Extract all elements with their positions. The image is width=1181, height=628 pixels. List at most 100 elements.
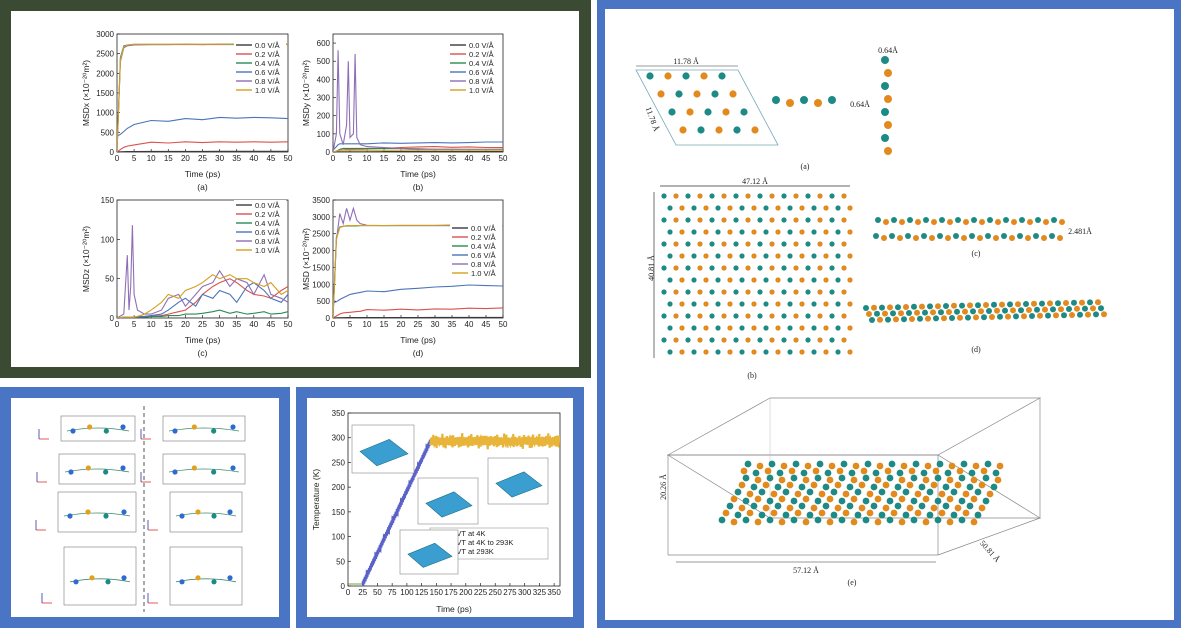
box-atom — [898, 476, 906, 484]
box-atom — [730, 518, 738, 526]
x-tick-label: 100 — [400, 588, 414, 597]
box-atom — [718, 516, 726, 524]
lattice-atom — [673, 193, 679, 199]
lattice-atom — [745, 193, 751, 199]
y-tick-label: 100 — [332, 533, 346, 542]
box-atom — [822, 483, 830, 491]
lattice-atom — [691, 325, 697, 331]
box-atom — [818, 490, 826, 498]
plot-frame — [347, 412, 561, 587]
box-atom — [850, 518, 858, 526]
bilayer-atom — [881, 235, 887, 241]
slab-atom — [877, 316, 883, 323]
trajectory-atom — [103, 469, 109, 475]
box-atom — [786, 504, 794, 512]
trajectory-path — [66, 427, 130, 432]
lattice-atom — [757, 265, 763, 271]
lattice-atom — [781, 313, 787, 319]
slab-atom — [1063, 300, 1069, 306]
bilayer-atom — [1041, 235, 1047, 241]
y-axis-label: Temperature (K) — [311, 469, 321, 531]
lattice-atom — [727, 205, 733, 211]
lattice-atom — [841, 217, 847, 223]
slab-atom — [1090, 305, 1096, 312]
y-tick-label: 500 — [101, 128, 115, 137]
box-atom — [874, 495, 882, 503]
box-atom — [876, 462, 884, 470]
trajectory-box — [60, 415, 136, 442]
lattice-atom — [817, 337, 823, 343]
trajectory-atom — [172, 469, 178, 475]
slab-atom — [1082, 305, 1088, 312]
slab-atom — [1007, 301, 1013, 308]
box-atom — [766, 497, 774, 505]
atom — [733, 126, 741, 134]
chart-caption: (d) — [413, 348, 424, 358]
box-atom — [958, 516, 966, 524]
legend-entry: 0.0 V/Å — [255, 41, 280, 50]
bilayer-atom — [897, 235, 903, 241]
x-tick-label: 15 — [380, 320, 389, 329]
lattice-atom — [721, 217, 727, 223]
box-atom — [850, 495, 858, 503]
lattice-atom — [763, 253, 769, 259]
lattice-atom — [703, 277, 709, 283]
slab-atom — [951, 302, 957, 309]
trajectory-atom — [230, 465, 236, 471]
atom — [814, 99, 822, 107]
bilayer-atom — [969, 233, 975, 239]
box-atom — [882, 481, 890, 489]
chart-caption: (c) — [198, 348, 208, 358]
atom — [881, 134, 889, 142]
bilayer-atom — [1001, 233, 1007, 239]
atom — [686, 108, 694, 116]
lattice-atom — [667, 349, 673, 355]
slab-atom — [989, 314, 995, 320]
atom — [704, 108, 712, 116]
legend-entry: 1.0 V/Å — [255, 246, 280, 255]
box-atom — [802, 476, 810, 484]
box-atom — [762, 481, 770, 489]
bilayer-atom — [1019, 217, 1025, 223]
trajectory-atom — [195, 509, 201, 515]
slab-atom — [895, 304, 901, 311]
lattice-atom — [709, 313, 715, 319]
box-atom — [978, 481, 986, 489]
trajectory-path — [175, 578, 237, 583]
box-atom — [854, 511, 862, 519]
lattice-atom — [799, 349, 805, 355]
series-line — [117, 150, 288, 152]
lattice-atom — [793, 337, 799, 343]
lattice-atom — [745, 265, 751, 271]
lattice-atom — [823, 349, 829, 355]
box-atom — [754, 476, 762, 484]
box-atom — [914, 490, 922, 498]
y-axis-label: MSDy (×10⁻²⁰m²) — [301, 60, 311, 126]
lattice-atom — [745, 337, 751, 343]
slab-atom — [893, 316, 899, 323]
caption-a: (a) — [801, 162, 810, 171]
lattice-atom — [679, 277, 685, 283]
y-tick-label: 200 — [332, 483, 346, 492]
temperature-insets — [351, 424, 549, 575]
slab-atom — [890, 310, 896, 317]
trajectory-panel — [11, 398, 279, 617]
y-tick-label: 500 — [317, 297, 331, 306]
lattice-atom — [733, 241, 739, 247]
box-atom — [930, 504, 938, 512]
bilayer-atom — [971, 217, 977, 223]
x-tick-label: 10 — [147, 320, 156, 329]
trajectory-atom — [120, 424, 126, 430]
slab-atom — [906, 310, 912, 316]
atom — [751, 126, 759, 134]
lattice-atom — [697, 265, 703, 271]
box-atom — [954, 481, 962, 489]
series-line — [117, 141, 288, 152]
x-tick-label: 35 — [232, 154, 241, 163]
lattice-atom — [823, 253, 829, 259]
atom — [881, 108, 889, 116]
chart-1: 0 5 10 15 20 25 30 35 40 45 500100200300400500600T… — [301, 33, 508, 192]
box-atom — [924, 462, 932, 470]
y-tick-label: 0 — [326, 148, 331, 157]
slab-atom — [1101, 311, 1107, 318]
